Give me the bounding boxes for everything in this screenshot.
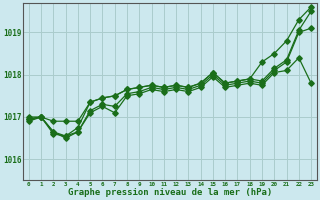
X-axis label: Graphe pression niveau de la mer (hPa): Graphe pression niveau de la mer (hPa) (68, 188, 272, 197)
